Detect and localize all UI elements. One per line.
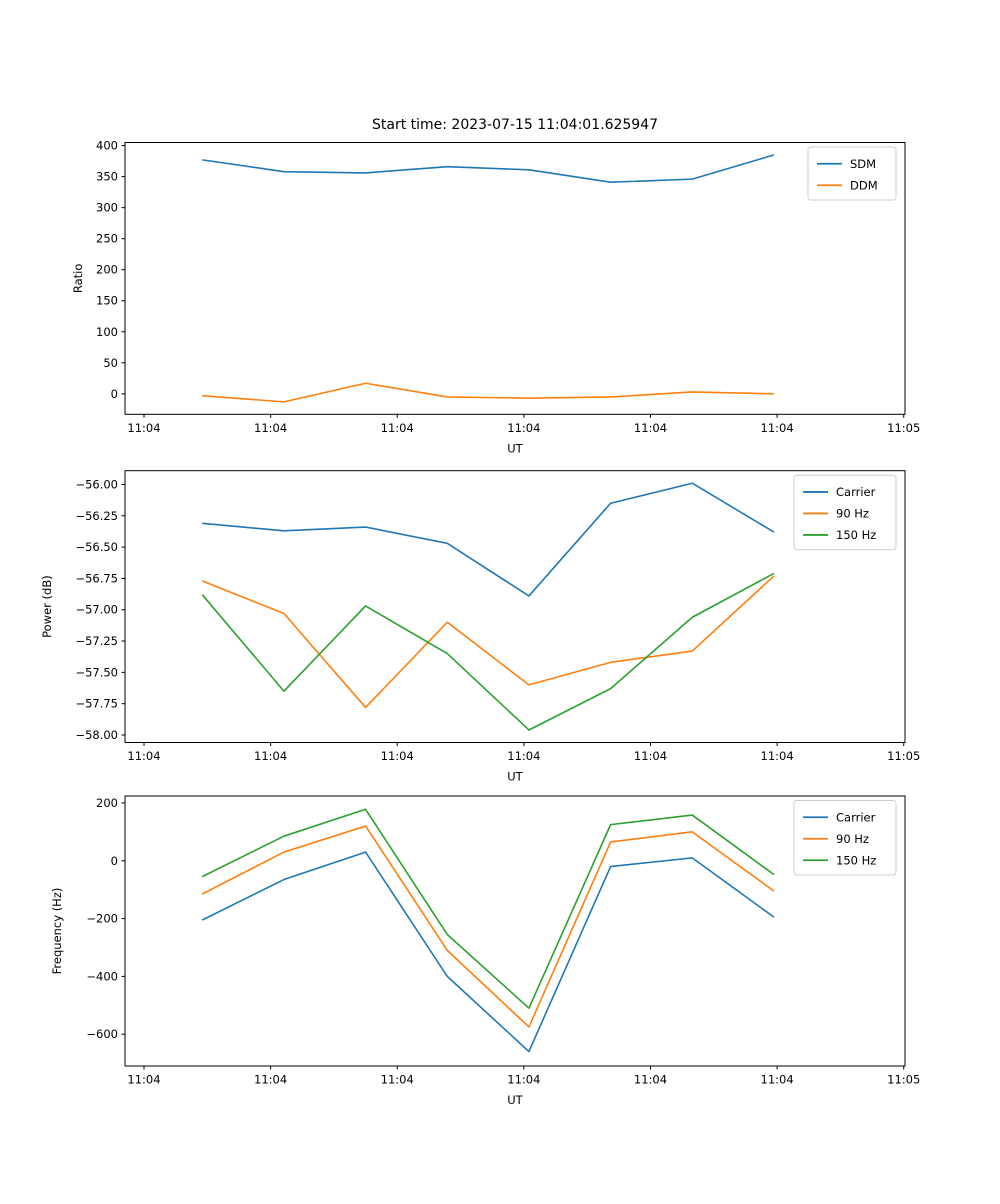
- x-tick-label: 11:04: [761, 421, 794, 435]
- y-axis-label: Power (dB): [40, 575, 54, 638]
- y-axis-label: Ratio: [71, 264, 85, 294]
- y-tick-label: 100: [96, 325, 118, 339]
- y-tick-label: −200: [86, 912, 118, 926]
- x-tick-label: 11:04: [254, 1073, 287, 1087]
- series-line-90-hz: [201, 825, 775, 1028]
- y-tick-label: −600: [86, 1027, 118, 1041]
- legend-label-sdm: SDM: [850, 157, 876, 171]
- x-tick-label: 11:04: [634, 1073, 667, 1087]
- y-tick-label: −56.75: [75, 571, 118, 585]
- legend: Carrier 90 Hz 150 Hz: [793, 474, 897, 551]
- legend-label-carrier: Carrier: [836, 485, 876, 499]
- x-tick-label: 11:04: [634, 421, 667, 435]
- axes-ratio: 0 50 100 150 200 250 300 350 400 11:04 11:04 11:04 1…: [71, 139, 920, 456]
- legend-box: [793, 474, 897, 551]
- x-tick-label: 11:04: [254, 749, 287, 763]
- axes-frame: [124, 142, 906, 415]
- y-tick-label: 200: [96, 263, 118, 277]
- legend-label-ddm: DDM: [850, 178, 878, 192]
- figure-title: Start time: 2023-07-15 11:04:01.625947: [372, 117, 658, 133]
- x-tick-label: 11:04: [507, 749, 540, 763]
- x-tick-label: 11:04: [254, 421, 287, 435]
- y-tick-label: 200: [96, 796, 118, 810]
- y-tick-label: −400: [86, 969, 118, 983]
- y-tick-label: 50: [103, 356, 118, 370]
- y-tick-label: 350: [96, 170, 118, 184]
- legend: SDM DDM: [807, 146, 897, 201]
- y-tick-label: 150: [96, 294, 118, 308]
- legend-label-90-hz: 90 Hz: [836, 506, 869, 520]
- x-tick-label: 11:04: [507, 421, 540, 435]
- x-tick-label: 11:04: [127, 421, 160, 435]
- y-tick-label: −56.25: [75, 509, 118, 523]
- x-axis-label: UT: [507, 770, 523, 784]
- legend-label-90-hz: 90 Hz: [836, 832, 869, 846]
- x-tick-label: 11:04: [761, 749, 794, 763]
- series-line-sdm: [202, 154, 775, 184]
- y-tick-label: −56.50: [75, 540, 118, 554]
- series-line-carrier: [201, 851, 775, 1053]
- y-tick-label: 0: [111, 854, 118, 868]
- x-tick-label: 11:04: [381, 1073, 414, 1087]
- y-tick-label: −57.50: [75, 665, 118, 679]
- legend-box: [807, 146, 897, 201]
- legend: Carrier 90 Hz 150 Hz: [793, 800, 897, 876]
- y-tick-label: −58.00: [75, 728, 118, 742]
- y-tick-label: −57.25: [75, 634, 118, 648]
- axes-frequency: −600 −400 −200 0 200 11:04 11:04 11:04 11:04 11:0…: [50, 795, 920, 1107]
- legend-label-150-hz: 150 Hz: [836, 853, 876, 867]
- x-tick-label: 11:04: [381, 749, 414, 763]
- series-line-carrier: [202, 482, 775, 597]
- axes-frame: [124, 795, 906, 1067]
- y-tick-label: 400: [96, 139, 118, 153]
- x-axis-label: UT: [507, 1093, 523, 1107]
- x-axis-label: UT: [507, 441, 523, 455]
- series-line-150-hz: [201, 572, 775, 731]
- legend-label-150-hz: 150 Hz: [836, 528, 876, 542]
- x-tick-label: 11:04: [634, 749, 667, 763]
- y-axis-label: Frequency (Hz): [50, 888, 64, 975]
- x-tick-label: 11:04: [507, 1073, 540, 1087]
- y-tick-label: −57.00: [75, 603, 118, 617]
- legend-box: [793, 800, 897, 876]
- y-tick-label: −57.75: [75, 697, 118, 711]
- y-tick-label: 0: [111, 387, 118, 401]
- legend-label-carrier: Carrier: [836, 810, 876, 824]
- axes-frame: [124, 470, 906, 743]
- x-tick-label: 11:04: [761, 1073, 794, 1087]
- x-tick-label: 11:04: [381, 421, 414, 435]
- x-tick-label: 11:05: [887, 1073, 920, 1087]
- axes-power: −58.00 −57.75 −57.50 −57.25 −57.00 −56.75 −56.…: [40, 470, 920, 784]
- y-tick-label: 300: [96, 201, 118, 215]
- x-tick-label: 11:05: [887, 421, 920, 435]
- x-tick-label: 11:05: [887, 749, 920, 763]
- series-line-150-hz: [201, 808, 775, 1009]
- y-tick-label: 250: [96, 232, 118, 246]
- series-line-90-hz: [201, 575, 775, 709]
- y-tick-label: −56.00: [75, 477, 118, 491]
- x-tick-label: 11:04: [127, 1073, 160, 1087]
- series-line-ddm: [202, 382, 774, 403]
- x-tick-label: 11:04: [127, 749, 160, 763]
